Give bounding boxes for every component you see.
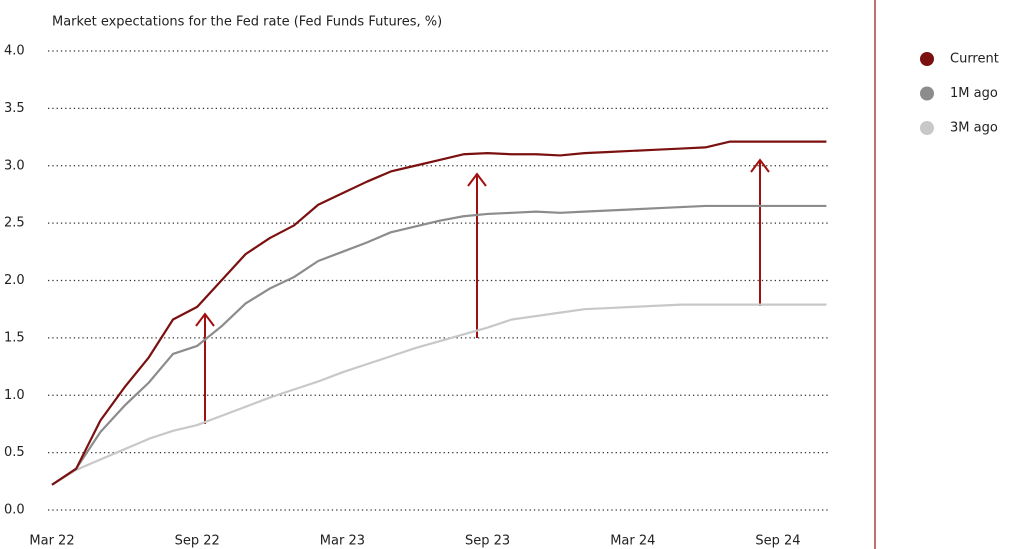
- x-tick-label: Sep 24: [755, 534, 800, 549]
- arrow-head: [467, 172, 487, 187]
- x-tick-label: Mar 22: [29, 534, 74, 549]
- arrow-head: [195, 312, 215, 327]
- y-tick-label: 0.5: [4, 445, 25, 460]
- legend-label: Current: [950, 52, 999, 67]
- arrows: [195, 158, 770, 424]
- x-tick-label: Mar 23: [320, 534, 365, 549]
- legend-swatch: [920, 52, 934, 66]
- y-tick-label: 3.5: [4, 101, 25, 116]
- chart-title: Market expectations for the Fed rate (Fe…: [52, 15, 442, 30]
- y-tick-label: 2.5: [4, 216, 25, 231]
- y-tick-label: 1.0: [4, 388, 25, 403]
- series-line: [51, 140, 827, 486]
- legend-label: 3M ago: [950, 121, 998, 136]
- arrow-head: [750, 158, 770, 173]
- y-tick-label: 0.0: [4, 503, 25, 518]
- series-line: [51, 204, 827, 486]
- legend-label: 1M ago: [950, 86, 998, 101]
- x-tick-label: Mar 24: [610, 534, 655, 549]
- x-tick-label: Sep 22: [175, 534, 220, 549]
- y-tick-label: 3.0: [4, 158, 25, 173]
- legend-swatch: [920, 86, 934, 101]
- legend-swatch: [920, 121, 934, 135]
- y-tick-label: 4.0: [4, 44, 25, 59]
- y-tick-label: 2.0: [4, 273, 25, 288]
- series-line: [51, 303, 827, 486]
- x-tick-label: Sep 23: [465, 534, 510, 549]
- y-tick-label: 1.5: [4, 330, 25, 345]
